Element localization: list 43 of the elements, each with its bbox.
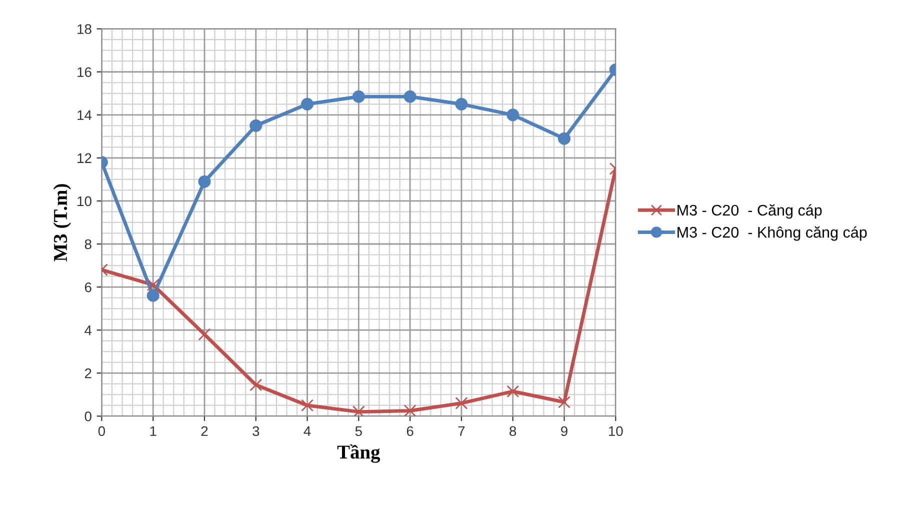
y-tick-label: 10 — [78, 196, 92, 206]
y-tick-label: 8 — [84, 239, 92, 250]
legend-label: M3 - C20 - Không căng cáp — [678, 226, 867, 241]
point — [404, 404, 416, 416]
x-tick-label: 0 — [98, 426, 106, 436]
point — [250, 378, 262, 392]
point — [558, 396, 570, 408]
point — [301, 399, 314, 412]
point — [506, 108, 520, 122]
x-tick-label: 7 — [458, 426, 465, 436]
point — [301, 98, 314, 110]
legend-label: M3 - C20 - Căng cáp — [678, 204, 822, 219]
x-tick-label: 10 — [608, 426, 623, 436]
y-axis-title: M3 (T.m) — [53, 184, 71, 262]
y-tick-label: 4 — [84, 326, 92, 336]
x-tick-label: 5 — [355, 426, 362, 436]
point — [404, 90, 416, 103]
point — [506, 385, 520, 398]
y-tick-label: 16 — [78, 67, 92, 78]
y-tick-label: 6 — [84, 282, 92, 292]
x-tick-label: 9 — [561, 426, 568, 436]
x-axis-title: Tầng — [337, 444, 380, 463]
x-tick-label: 3 — [252, 426, 260, 436]
y-tick-label: 2 — [84, 368, 92, 378]
point — [146, 289, 160, 302]
y-tick-label: 14 — [78, 110, 92, 120]
point — [352, 90, 365, 103]
point — [198, 328, 211, 341]
x-tick-label: 2 — [201, 426, 208, 436]
x-tick-label: 8 — [510, 426, 516, 436]
y-tick-label: 18 — [78, 24, 92, 34]
x-tick-label: 1 — [150, 426, 156, 436]
x-tick-label: 4 — [304, 426, 311, 436]
point — [250, 119, 262, 132]
y-tick-label: 12 — [78, 153, 92, 163]
point — [198, 175, 211, 188]
point — [352, 406, 365, 416]
point — [558, 132, 570, 145]
point — [146, 278, 160, 292]
x-tick-label: 6 — [406, 426, 414, 436]
y-tick-label: 0 — [84, 411, 92, 422]
point — [455, 98, 468, 110]
point — [455, 396, 468, 410]
